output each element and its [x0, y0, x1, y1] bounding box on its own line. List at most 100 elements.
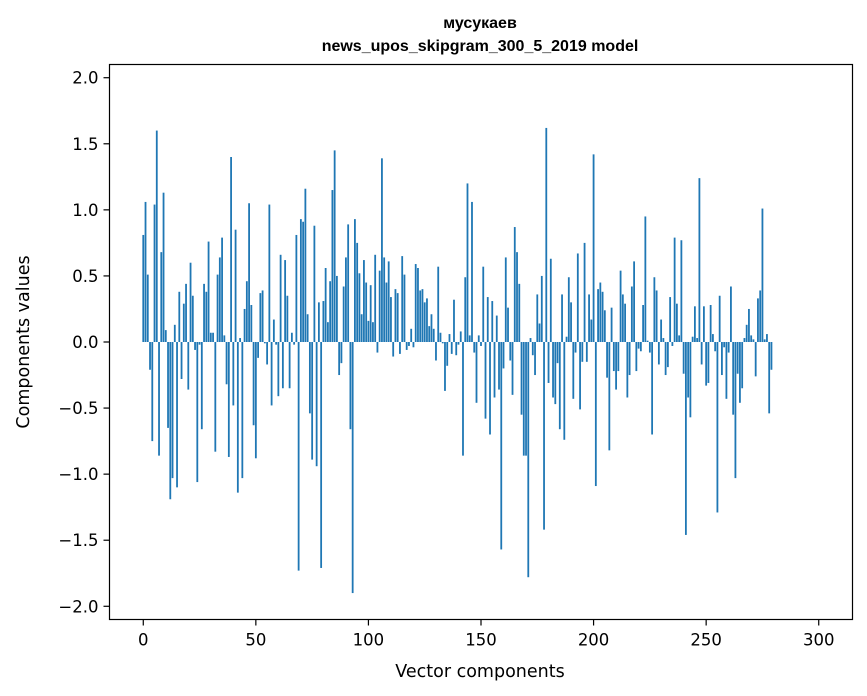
bar [739, 342, 741, 403]
bar [599, 282, 602, 342]
bar [266, 342, 269, 365]
bar [372, 322, 374, 342]
bar [475, 342, 478, 403]
bar [439, 332, 442, 342]
bar [554, 342, 557, 405]
y-tick-label: 1.5 [72, 135, 98, 154]
bar [428, 326, 431, 342]
bar [185, 283, 187, 342]
bar [477, 335, 480, 342]
bar [513, 227, 516, 342]
bar [493, 342, 496, 398]
bar [214, 342, 217, 452]
bar [527, 342, 530, 578]
bar [525, 342, 527, 456]
bar [531, 342, 534, 356]
bar [241, 342, 244, 479]
bar [203, 283, 205, 342]
bar [592, 154, 595, 342]
bar [378, 270, 381, 342]
bar [223, 335, 226, 342]
x-tick-label: 200 [578, 631, 610, 650]
bar [399, 342, 401, 354]
bar [653, 277, 656, 342]
x-tick-label: 300 [803, 631, 835, 650]
bar [401, 256, 404, 342]
bar [450, 342, 453, 354]
bar [261, 290, 264, 342]
bar [608, 342, 611, 451]
bar [714, 342, 717, 352]
bar [212, 332, 214, 342]
bar [421, 289, 424, 342]
bar [340, 342, 343, 364]
bar [376, 342, 379, 353]
bar [498, 342, 500, 390]
bar [383, 257, 386, 342]
bar [522, 342, 525, 456]
bar [410, 328, 413, 342]
bar [227, 342, 230, 457]
x-tick-label: 100 [353, 631, 385, 650]
bar [299, 219, 302, 342]
y-tick-label: −0.5 [58, 399, 98, 418]
bar [385, 282, 388, 342]
bar [417, 268, 419, 342]
bar [662, 338, 665, 342]
bar [239, 338, 241, 342]
bar [437, 266, 440, 342]
bar [482, 266, 485, 342]
bar [763, 339, 766, 342]
bar [331, 190, 334, 342]
bar [583, 242, 586, 342]
bar [448, 334, 451, 342]
bar [189, 262, 192, 342]
bar [358, 273, 361, 342]
x-tick-label: 250 [690, 631, 722, 650]
bar [572, 342, 575, 399]
bar [723, 342, 726, 348]
bar [459, 331, 462, 342]
y-tick-label: −1.5 [58, 531, 98, 550]
bar [286, 295, 289, 342]
bar [743, 338, 746, 342]
bar [430, 314, 433, 342]
bar [390, 297, 392, 342]
x-tick-label: 150 [465, 631, 497, 650]
bar [288, 342, 291, 389]
bar [588, 294, 590, 342]
bar [509, 342, 512, 361]
bar [462, 342, 464, 456]
bar [547, 342, 550, 383]
bar [549, 258, 552, 342]
bar [518, 283, 521, 342]
bar [466, 183, 469, 342]
bar [180, 342, 183, 379]
bar [766, 334, 768, 342]
bar [322, 301, 325, 342]
bar [363, 260, 365, 342]
bar [369, 285, 372, 342]
bar [171, 342, 174, 479]
bar [187, 342, 190, 390]
bar [657, 342, 660, 365]
bar [414, 264, 417, 342]
bar [457, 342, 460, 345]
bar [721, 342, 723, 376]
bar [259, 293, 262, 342]
bar [311, 342, 314, 460]
bar [473, 342, 476, 353]
bar [333, 150, 336, 342]
bar [444, 342, 446, 391]
bar [313, 225, 316, 342]
bar [725, 342, 728, 399]
bar [293, 342, 296, 345]
bar [200, 342, 203, 430]
bar [520, 342, 523, 415]
bar [167, 342, 169, 428]
bar [736, 342, 739, 374]
bar [354, 219, 356, 342]
bar [705, 342, 708, 386]
bar [441, 342, 444, 344]
bar [543, 342, 545, 530]
